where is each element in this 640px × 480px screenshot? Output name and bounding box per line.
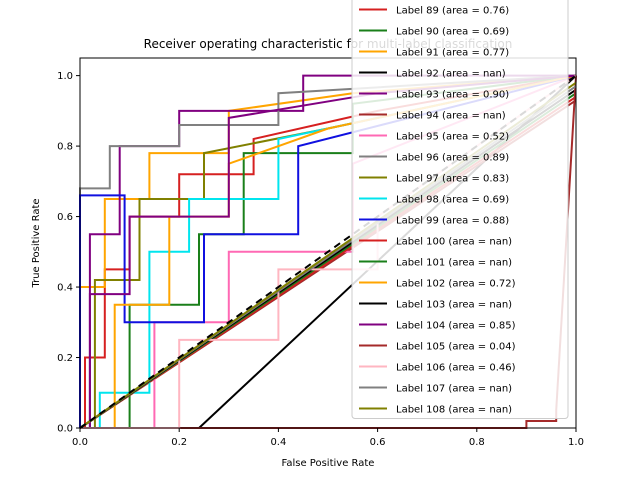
x-tick-label: 0.2: [171, 437, 187, 448]
x-tick-label: 0.4: [270, 437, 286, 448]
y-tick-label: 0.0: [57, 424, 73, 435]
legend-entry-15: Label 104 (area = 0.85): [396, 321, 516, 332]
series-line-7: [79, 74, 577, 428]
legend-entry-8: Label 97 (area = 0.83): [396, 174, 509, 185]
legend-entry-4: Label 93 (area = 0.90): [396, 90, 509, 101]
legend: Label 89 (area = 0.76) Label 90 (area = 0…: [351, 0, 569, 419]
legend-entry-1: Label 90 (area = 0.69): [396, 27, 509, 38]
legend-entry-19: Label 108 (area = nan): [396, 405, 512, 416]
x-axis-label: False Positive Rate: [282, 458, 375, 469]
y-tick-label: 0.4: [57, 283, 73, 294]
x-tick-label: 0.6: [370, 437, 386, 448]
legend-entry-9: Label 98 (area = 0.69): [396, 195, 509, 206]
legend-entry-3: Label 92 (area = nan): [396, 69, 506, 80]
legend-entry-6: Label 95 (area = 0.52): [396, 132, 509, 143]
x-tick-label: 1.0: [568, 437, 584, 448]
legend-entry-14: Label 103 (area = nan): [396, 300, 512, 311]
legend-entry-12: Label 101 (area = nan): [396, 258, 512, 269]
series-line-2: [79, 74, 577, 428]
axes-frame: [79, 57, 577, 429]
legend-entry-7: Label 96 (area = 0.89): [396, 153, 509, 164]
legend-box: [351, 0, 569, 419]
x-axis: 0.0 0.2 0.4 0.6 0.8 1.0: [72, 428, 584, 448]
y-axis-label: True Positive Rate: [31, 198, 42, 288]
y-tick-label: 0.8: [57, 142, 73, 153]
y-tick-label: 1.0: [57, 71, 73, 82]
legend-entry-10: Label 99 (area = 0.88): [396, 216, 509, 227]
legend-entry-5: Label 94 (area = nan): [396, 111, 506, 122]
legend-entry-16: Label 105 (area = 0.04): [396, 342, 516, 353]
series-line-10: [79, 74, 577, 428]
y-tick-label: 0.2: [57, 353, 73, 364]
legend-entry-11: Label 100 (area = nan): [396, 237, 512, 248]
legend-entry-0: Label 89 (area = 0.76): [396, 6, 509, 17]
legend-entry-13: Label 102 (area = 0.72): [396, 279, 516, 290]
legend-entry-18: Label 107 (area = nan): [396, 384, 512, 395]
legend-entry-2: Label 91 (area = 0.77): [396, 48, 509, 59]
y-tick-label: 0.6: [57, 212, 73, 223]
legend-entry-17: Label 106 (area = 0.46): [396, 363, 516, 374]
series-line-15: [80, 74, 577, 429]
x-tick-label: 0.8: [469, 437, 485, 448]
y-axis: 0.0 0.2 0.4 0.6 0.8 1.0: [57, 71, 80, 435]
x-tick-label: 0.0: [72, 437, 88, 448]
